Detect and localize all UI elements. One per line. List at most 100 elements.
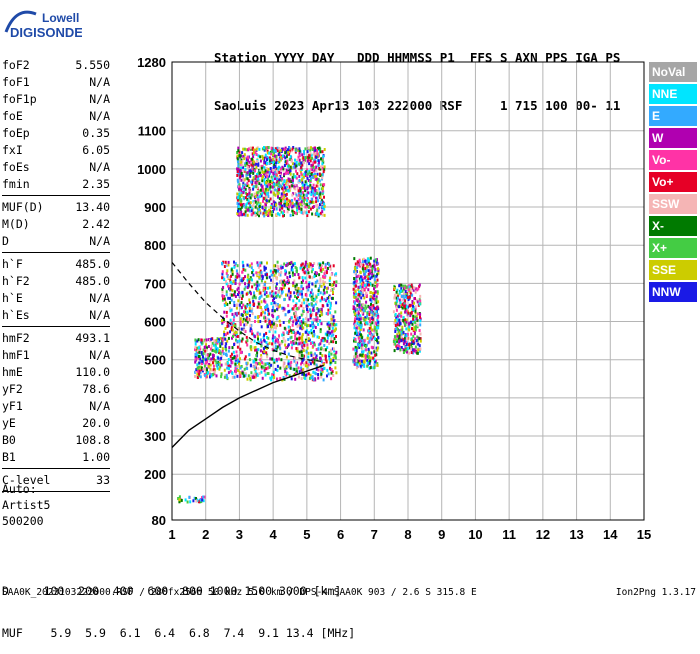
- echo-point: [322, 261, 325, 265]
- echo-point: [283, 262, 286, 266]
- echo-point: [330, 330, 333, 334]
- echo-point: [315, 274, 318, 277]
- echo-point: [269, 180, 272, 183]
- echo-point: [282, 331, 285, 335]
- echo-point: [292, 211, 295, 215]
- echo-point: [236, 374, 239, 378]
- echo-point: [288, 374, 291, 378]
- echo-point: [249, 264, 252, 268]
- echo-point: [395, 327, 397, 331]
- echo-point: [398, 284, 401, 288]
- echo-point: [322, 275, 324, 279]
- echo-point: [400, 332, 403, 336]
- echo-point: [248, 358, 251, 362]
- echo-point: [237, 196, 240, 200]
- echo-point: [353, 336, 356, 340]
- echo-point: [284, 151, 287, 155]
- echo-point: [317, 322, 320, 326]
- echo-point: [282, 193, 285, 197]
- echo-point: [271, 180, 273, 184]
- echo-point: [280, 195, 283, 199]
- echo-point: [307, 332, 310, 336]
- echo-point: [356, 346, 359, 350]
- echo-point: [415, 317, 418, 321]
- echo-point: [311, 212, 314, 216]
- echo-point: [321, 213, 324, 217]
- echo-point: [316, 208, 319, 212]
- echo-point: [253, 283, 256, 287]
- echo-point: [416, 335, 419, 339]
- echo-point: [278, 208, 281, 212]
- echo-point: [395, 305, 398, 309]
- echo-point: [365, 291, 367, 295]
- echo-point: [397, 293, 400, 297]
- echo-point: [303, 343, 306, 347]
- echo-point: [402, 342, 405, 346]
- echo-point: [264, 371, 267, 375]
- echo-point: [242, 177, 245, 181]
- echo-point: [239, 294, 242, 298]
- echo-point: [276, 177, 278, 181]
- echo-point: [353, 291, 356, 295]
- echo-point: [267, 151, 269, 155]
- echo-point: [331, 322, 334, 326]
- echo-point: [412, 351, 415, 355]
- echo-point: [306, 214, 309, 217]
- echo-point: [262, 365, 265, 369]
- echo-point: [225, 314, 228, 318]
- echo-point: [255, 147, 258, 151]
- echo-point: [355, 306, 358, 310]
- echo-point: [238, 282, 241, 286]
- echo-point: [369, 282, 372, 286]
- echo-point: [259, 358, 262, 362]
- echo-point: [364, 304, 367, 308]
- echo-point: [282, 211, 284, 215]
- echo-point: [239, 172, 242, 176]
- echo-point: [397, 296, 399, 300]
- echo-point: [236, 178, 239, 182]
- echo-point: [270, 378, 273, 382]
- echo-point: [326, 296, 329, 300]
- echo-point: [309, 207, 312, 211]
- echo-point: [236, 167, 239, 171]
- echo-point: [372, 274, 375, 278]
- echo-point: [315, 155, 318, 159]
- echo-point: [276, 364, 279, 368]
- echo-point: [260, 294, 263, 298]
- echo-point: [201, 498, 204, 502]
- echo-point: [252, 269, 255, 273]
- echo-point: [306, 308, 308, 311]
- echo-point: [271, 325, 273, 329]
- echo-point: [264, 307, 267, 311]
- echo-point: [302, 175, 305, 179]
- echo-point: [285, 197, 288, 201]
- echo-point: [209, 367, 212, 371]
- echo-point: [292, 341, 295, 345]
- echo-point: [283, 179, 286, 183]
- echo-point: [249, 277, 252, 281]
- echo-point: [282, 200, 285, 204]
- echo-point: [252, 187, 255, 191]
- echo-point: [292, 320, 295, 324]
- echo-point: [317, 287, 320, 291]
- echo-point: [258, 208, 261, 211]
- param-row: yF1 N/A: [2, 398, 110, 415]
- echo-point: [412, 304, 414, 308]
- echo-point: [285, 162, 288, 166]
- echo-point: [356, 343, 359, 346]
- echo-point: [286, 185, 288, 188]
- echo-point: [413, 348, 416, 352]
- echo-point: [328, 355, 331, 359]
- echo-point: [324, 354, 327, 358]
- echo-point: [209, 363, 212, 367]
- echo-point: [285, 373, 288, 377]
- echo-point: [249, 205, 252, 209]
- echo-point: [303, 187, 306, 190]
- echo-point: [361, 283, 364, 287]
- echo-point: [252, 201, 255, 205]
- echo-point: [226, 324, 229, 328]
- echo-point: [362, 312, 365, 316]
- echo-point: [302, 310, 305, 313]
- echo-point: [291, 343, 294, 347]
- echo-point: [373, 265, 376, 269]
